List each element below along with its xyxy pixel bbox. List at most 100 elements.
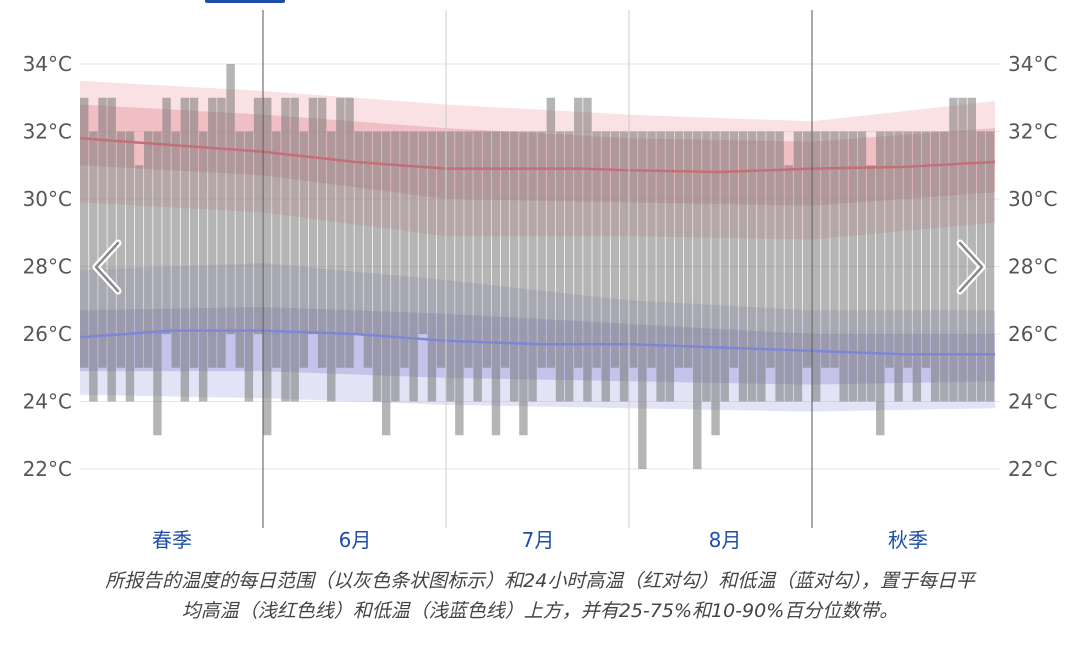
- caption-line-2: 均高温（浅红色线）和低温（浅蓝色线）上方，并有25-75%和10-90%百分位数…: [181, 600, 899, 622]
- daily-range-bar: [775, 131, 784, 402]
- daily-range-bar: [125, 131, 135, 402]
- daily-range-bar: [500, 131, 510, 368]
- month-label[interactable]: 6月: [339, 528, 372, 552]
- month-label[interactable]: 7月: [522, 528, 555, 552]
- daily-range-bar: [409, 131, 418, 402]
- daily-range-bar: [162, 97, 171, 334]
- daily-range-bar: [793, 131, 803, 402]
- daily-range-bar: [894, 131, 903, 402]
- y-tick-right: 24°C: [1008, 390, 1057, 414]
- y-tick-right: 22°C: [1008, 457, 1057, 481]
- daily-range-bar: [345, 97, 354, 368]
- daily-range-bar: [683, 131, 693, 368]
- y-tick-left: 30°C: [23, 187, 72, 211]
- daily-range-bar: [491, 131, 501, 436]
- daily-range-bar: [610, 131, 620, 368]
- daily-range-bar: [372, 131, 382, 402]
- caption-line-1: 所报告的温度的每日范围（以灰色条状图标示）和24小时高温（红对勾）和低温（蓝对勾…: [105, 570, 975, 592]
- y-tick-left: 32°C: [23, 120, 72, 144]
- daily-range-bar: [308, 97, 318, 334]
- y-tick-left: 26°C: [23, 322, 72, 346]
- average-low-line: [79, 329, 995, 356]
- daily-range-bar: [821, 131, 830, 368]
- daily-range-bar: [235, 131, 244, 368]
- daily-range-bar: [446, 131, 455, 402]
- next-arrow-icon[interactable]: [950, 237, 990, 297]
- daily-range-bar: [263, 97, 272, 436]
- daily-range-bar: [629, 131, 638, 368]
- average-lines: [79, 137, 996, 356]
- daily-range-bar: [299, 131, 309, 368]
- daily-range-bar: [336, 97, 345, 368]
- daily-range-bar: [985, 131, 995, 402]
- daily-range-bar: [546, 97, 556, 368]
- chart-caption: 所报告的温度的每日范围（以灰色条状图标示）和24小时高温（红对勾）和低温（蓝对勾…: [20, 566, 1060, 626]
- daily-range-bar: [564, 131, 574, 402]
- daily-range-bar: [391, 131, 400, 402]
- daily-range-bar: [510, 131, 519, 402]
- daily-range-bar: [921, 131, 931, 368]
- daily-range-bar: [812, 131, 821, 402]
- y-tick-left: 28°C: [23, 255, 72, 279]
- daily-range-bar: [839, 131, 848, 402]
- daily-range-bar: [830, 131, 839, 368]
- daily-range-bar: [519, 131, 528, 436]
- daily-range-bar: [80, 97, 89, 368]
- daily-range-bar: [180, 97, 190, 402]
- daily-range-bar: [363, 131, 373, 368]
- daily-range-bar: [930, 131, 940, 402]
- daily-range-bar: [482, 131, 492, 368]
- daily-range-bar: [866, 165, 876, 402]
- previous-arrow-icon[interactable]: [88, 237, 128, 297]
- y-tick-right: 28°C: [1008, 255, 1057, 279]
- daily-range-bar: [702, 131, 711, 402]
- daily-range-bar: [189, 97, 199, 368]
- daily-range-bar: [144, 131, 153, 368]
- daily-range-bar: [912, 131, 922, 402]
- daily-range-bar: [876, 131, 885, 436]
- daily-range-bar: [537, 131, 546, 368]
- daily-range-bar: [455, 131, 464, 436]
- month-label[interactable]: 8月: [709, 528, 742, 552]
- daily-range-bar: [711, 131, 720, 436]
- month-label[interactable]: 春季: [152, 528, 192, 552]
- y-axis-left: 34°C 32°C 30°C 28°C 26°C 24°C 22°C: [23, 52, 72, 481]
- y-tick-right: 26°C: [1008, 322, 1057, 346]
- daily-range-bar: [885, 131, 894, 368]
- daily-range-bar: [967, 97, 976, 402]
- daily-range-bar: [253, 97, 263, 334]
- daily-range-bar: [98, 97, 107, 368]
- daily-range-bar: [574, 97, 583, 368]
- y-tick-right: 34°C: [1008, 52, 1057, 76]
- daily-range-bar: [583, 97, 592, 402]
- daily-range-bar: [729, 131, 739, 368]
- x-axis-months: 春季 6月 7月 8月 秋季: [152, 528, 928, 552]
- daily-range-bar: [592, 131, 601, 368]
- daily-range-bar: [272, 131, 281, 368]
- y-tick-right: 30°C: [1008, 187, 1057, 211]
- daily-range-bar: [198, 131, 208, 402]
- daily-range-bar: [656, 131, 665, 402]
- y-axis-right: 34°C 32°C 30°C 28°C 26°C 24°C 22°C: [1008, 52, 1057, 481]
- daily-range-bar: [674, 131, 684, 368]
- daily-range-bar: [857, 131, 867, 402]
- daily-range-bar: [665, 131, 675, 402]
- daily-range-bar: [427, 131, 437, 402]
- daily-range-bar: [940, 131, 949, 402]
- daily-range-bar: [903, 131, 912, 368]
- daily-range-bar: [226, 64, 235, 334]
- daily-range-bar: [638, 131, 647, 469]
- temperature-chart: 34°C 32°C 30°C 28°C 26°C 24°C 22°C 34°C 32°C 30°…: [23, 10, 1057, 552]
- daily-range-bar: [436, 131, 446, 368]
- daily-range-bar: [619, 131, 629, 402]
- daily-range-bar: [601, 131, 610, 402]
- y-tick-right: 32°C: [1008, 120, 1057, 144]
- y-tick-left: 34°C: [23, 52, 72, 76]
- daily-range-bar: [647, 131, 656, 368]
- month-label[interactable]: 秋季: [888, 528, 928, 552]
- average-high-line: [79, 137, 996, 174]
- daily-range-bar: [555, 131, 565, 402]
- daily-range-bar: [134, 165, 144, 368]
- daily-range-bar: [418, 131, 427, 334]
- y-tick-left: 24°C: [23, 390, 72, 414]
